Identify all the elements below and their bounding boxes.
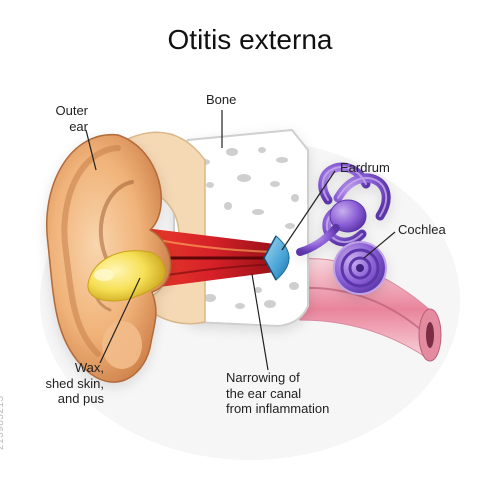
label-eardrum: Eardrum — [340, 160, 390, 176]
watermark-id: 213983213 — [0, 395, 6, 450]
label-cochlea: Cochlea — [398, 222, 446, 238]
label-outer-ear: Outerear — [28, 103, 88, 134]
label-narrowing: Narrowing ofthe ear canalfrom inflammati… — [226, 370, 346, 417]
label-wax: Wax,shed skin,and pus — [24, 360, 104, 407]
label-bone: Bone — [206, 92, 236, 108]
diagram-canvas — [0, 0, 500, 500]
